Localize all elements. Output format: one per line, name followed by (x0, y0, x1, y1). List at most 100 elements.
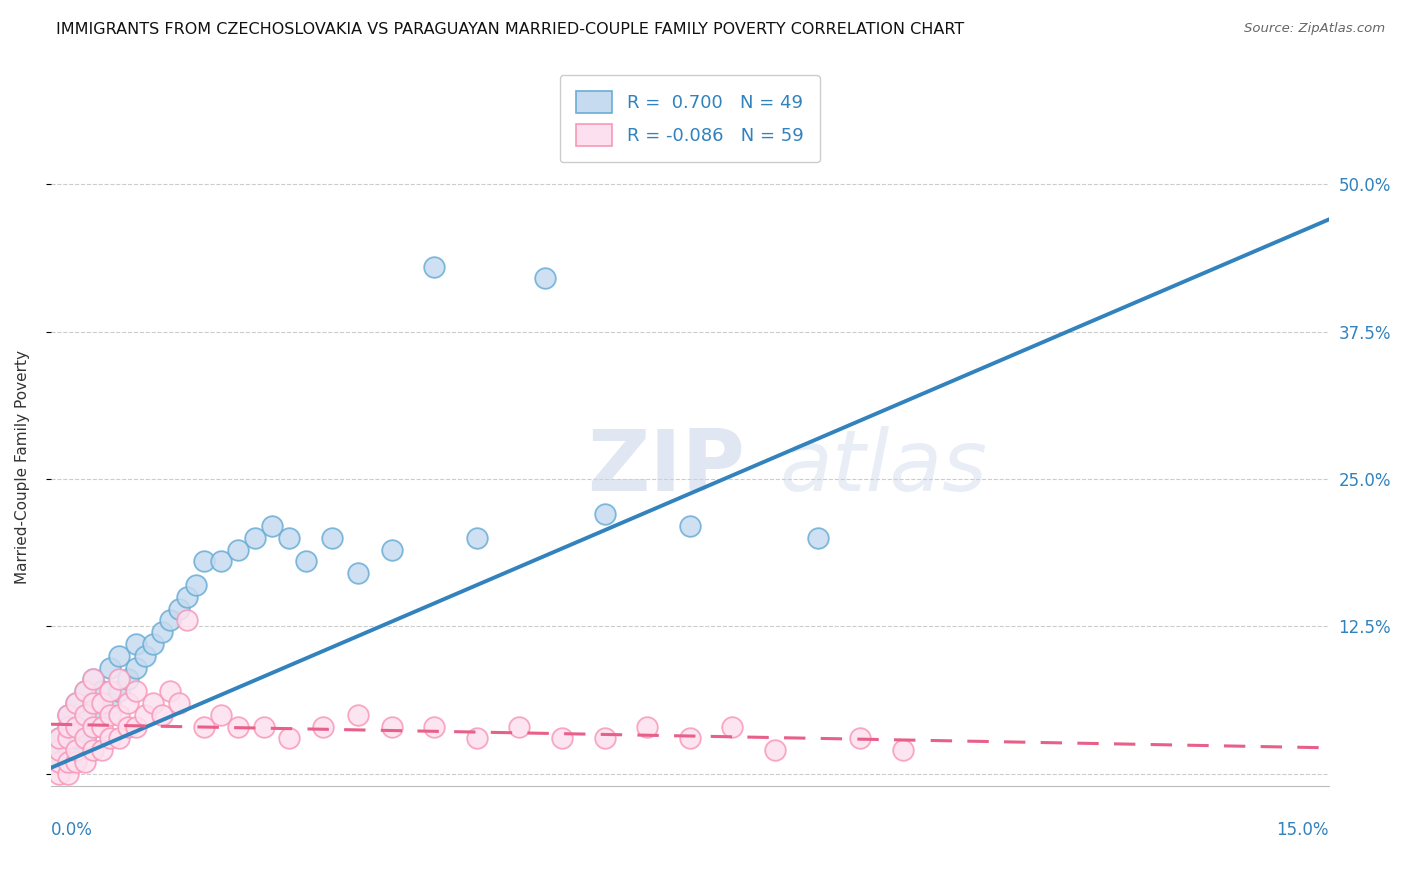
Point (48, 731, 70, 746)
Point (721, 720, 744, 734)
Point (278, 531, 301, 545)
Point (48, 755, 70, 769)
Point (82, 743, 104, 757)
Point (117, 696, 139, 710)
Point (193, 720, 215, 734)
Point (48, 766, 70, 780)
Text: Source: ZipAtlas.com: Source: ZipAtlas.com (1244, 22, 1385, 36)
Point (150, 625, 173, 640)
Point (679, 519, 702, 533)
Text: atlas: atlas (779, 425, 987, 508)
Point (91, 720, 114, 734)
Point (262, 519, 284, 533)
Point (150, 707, 173, 722)
Point (551, 731, 574, 746)
Point (108, 673, 131, 687)
Point (346, 566, 368, 581)
Point (56, 731, 79, 746)
Point (312, 720, 335, 734)
Point (245, 531, 267, 545)
Point (91, 696, 114, 710)
Text: 15.0%: 15.0% (1277, 821, 1329, 838)
Point (56, 720, 79, 734)
Point (381, 542, 404, 557)
Point (465, 731, 488, 746)
Point (100, 684, 122, 698)
Point (167, 601, 190, 615)
Point (65, 743, 87, 757)
Point (226, 542, 249, 557)
Point (82, 696, 104, 710)
Point (56, 755, 79, 769)
Legend: R =  0.700   N = 49, R = -0.086   N = 59: R = 0.700 N = 49, R = -0.086 N = 59 (560, 75, 820, 162)
Point (73, 755, 96, 769)
Point (381, 720, 404, 734)
Point (82, 720, 104, 734)
Point (56, 720, 79, 734)
Point (108, 684, 131, 698)
Point (176, 590, 198, 604)
Point (65, 696, 87, 710)
Point (253, 720, 276, 734)
Point (108, 731, 131, 746)
Point (65, 731, 87, 746)
Point (91, 684, 114, 698)
Point (56, 766, 79, 780)
Point (806, 531, 828, 545)
Point (73, 731, 96, 746)
Point (56, 743, 79, 757)
Point (82, 696, 104, 710)
Point (423, 720, 446, 734)
Point (636, 720, 658, 734)
Point (73, 707, 96, 722)
Point (100, 660, 122, 674)
Point (159, 614, 181, 628)
Point (159, 684, 181, 698)
Point (534, 271, 557, 285)
Point (125, 684, 148, 698)
Point (82, 720, 104, 734)
Point (346, 707, 368, 722)
Point (134, 707, 156, 722)
Point (295, 554, 318, 568)
Point (465, 531, 488, 545)
Point (142, 696, 165, 710)
Point (679, 731, 702, 746)
Point (56, 707, 79, 722)
Point (508, 720, 530, 734)
Point (184, 578, 207, 592)
Point (593, 731, 616, 746)
Point (209, 554, 232, 568)
Point (125, 637, 148, 651)
Point (849, 731, 872, 746)
Point (117, 720, 139, 734)
Point (108, 707, 131, 722)
Point (193, 554, 215, 568)
Point (82, 673, 104, 687)
Point (142, 637, 165, 651)
Y-axis label: Married-Couple Family Poverty: Married-Couple Family Poverty (15, 351, 30, 584)
Point (56, 755, 79, 769)
Point (134, 648, 156, 663)
Point (763, 743, 786, 757)
Text: IMMIGRANTS FROM CZECHOSLOVAKIA VS PARAGUAYAN MARRIED-COUPLE FAMILY POVERTY CORRE: IMMIGRANTS FROM CZECHOSLOVAKIA VS PARAGU… (56, 22, 965, 37)
Point (65, 696, 87, 710)
Point (73, 707, 96, 722)
Point (48, 755, 70, 769)
Point (125, 720, 148, 734)
Point (73, 684, 96, 698)
Point (48, 743, 70, 757)
Point (100, 696, 122, 710)
Point (423, 260, 446, 274)
Point (176, 614, 198, 628)
Point (82, 673, 104, 687)
Point (167, 696, 190, 710)
Point (100, 707, 122, 722)
Point (321, 531, 343, 545)
Point (891, 743, 914, 757)
Point (593, 508, 616, 522)
Point (278, 731, 301, 746)
Point (73, 684, 96, 698)
Point (48, 743, 70, 757)
Point (56, 707, 79, 722)
